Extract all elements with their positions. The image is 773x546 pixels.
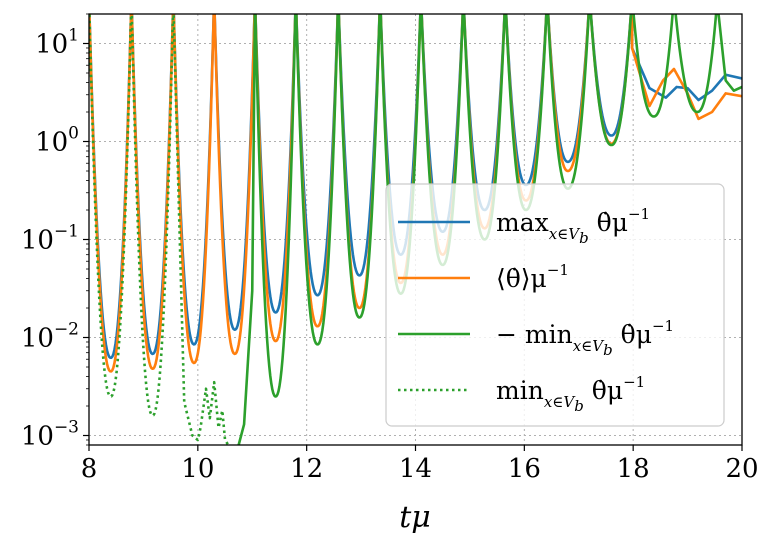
legend-box bbox=[385, 183, 725, 427]
x-tick-label: 18 bbox=[617, 454, 650, 484]
series-line-3 bbox=[89, 14, 230, 445]
x-tick-label: 20 bbox=[725, 454, 758, 484]
x-tick-label: 16 bbox=[508, 454, 541, 484]
y-tick-label: 10−3 bbox=[21, 418, 79, 452]
legend-label-1: ⟨θ̇⟩μ−1 bbox=[496, 261, 569, 293]
legend-label-3: minx∈Vb θ̇μ−1 bbox=[496, 373, 645, 415]
legend-label-0: maxx∈Vb θ̇μ−1 bbox=[496, 205, 650, 247]
x-axis-title: tμ bbox=[399, 500, 431, 535]
y-tick-label: 10−1 bbox=[21, 222, 79, 256]
series-line-1 bbox=[89, 14, 742, 373]
x-tick-label: 12 bbox=[290, 454, 323, 484]
legend: maxx∈Vb θ̇μ−1 ⟨θ̇⟩μ−1 − minx∈Vb θ̇μ−1 minx∈… bbox=[385, 183, 725, 427]
y-tick-exponent: −2 bbox=[54, 320, 79, 340]
x-tick-label: 14 bbox=[399, 454, 432, 484]
y-tick-base: 10 bbox=[21, 422, 54, 452]
y-tick-label: 10−2 bbox=[21, 320, 79, 354]
y-tick-base: 10 bbox=[35, 128, 68, 158]
y-tick-exponent: 0 bbox=[68, 124, 79, 144]
legend-label-2: − minx∈Vb θ̇μ−1 bbox=[496, 317, 674, 359]
y-tick-base: 10 bbox=[21, 226, 54, 256]
y-tick-exponent: −3 bbox=[54, 418, 79, 438]
y-tick-base: 10 bbox=[21, 324, 54, 354]
y-tick-exponent: −1 bbox=[54, 222, 79, 242]
y-tick-base: 10 bbox=[35, 30, 68, 60]
y-tick-label: 100 bbox=[35, 124, 79, 158]
x-axis: 8 10 12 14 16 18 20 bbox=[81, 445, 759, 484]
y-tick-exponent: 1 bbox=[68, 26, 79, 46]
x-tick-label: 8 bbox=[81, 454, 98, 484]
x-tick-label: 10 bbox=[181, 454, 214, 484]
y-tick-label: 101 bbox=[35, 26, 79, 60]
